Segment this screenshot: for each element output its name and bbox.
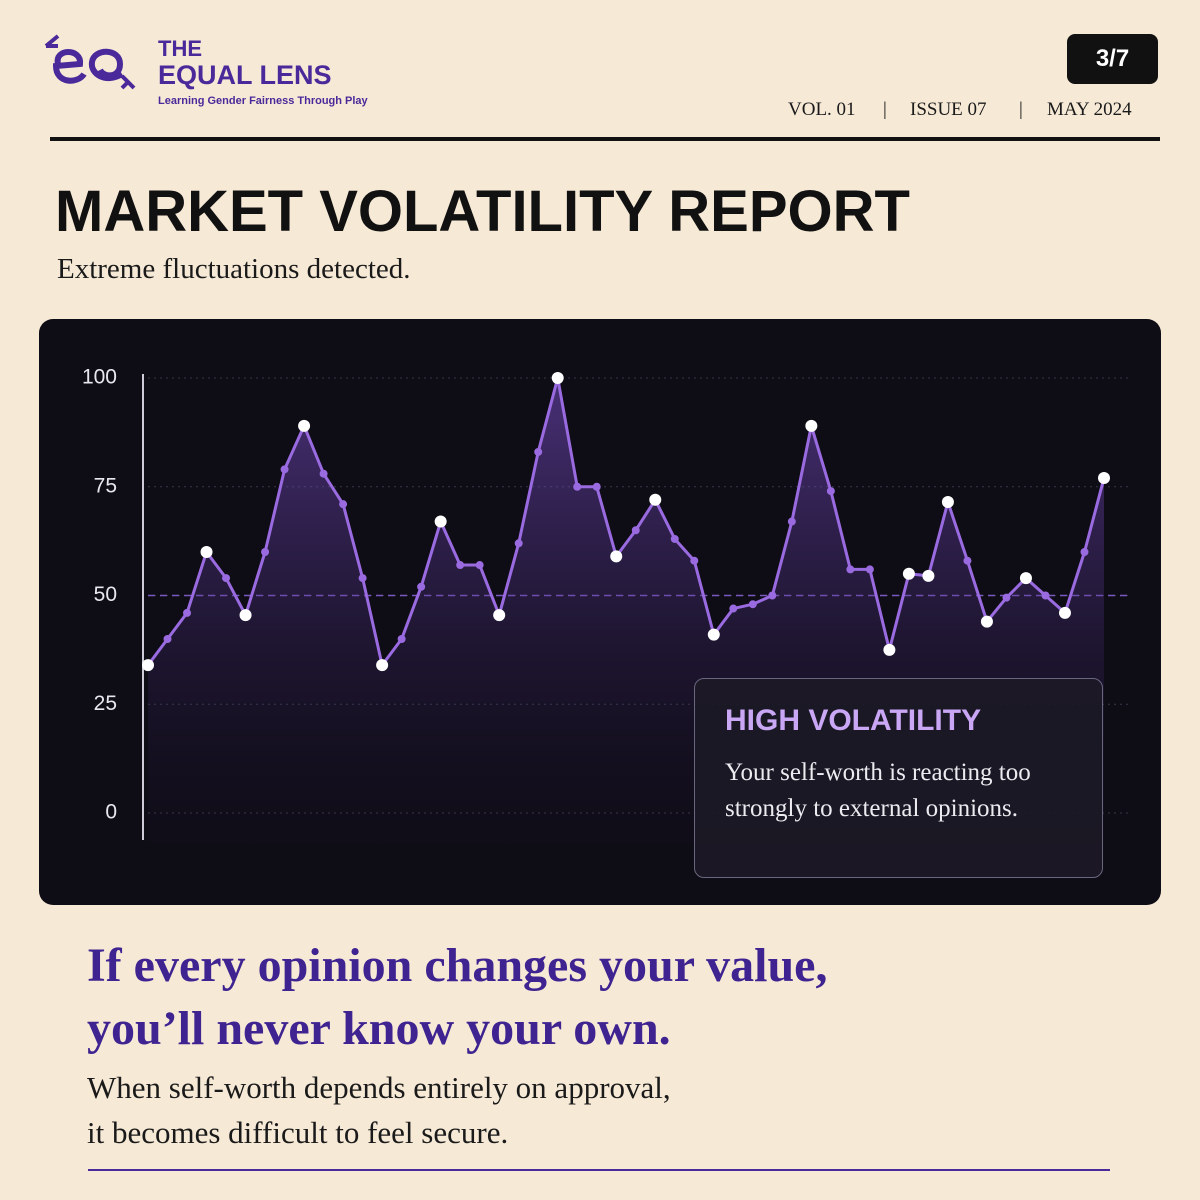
point: [1058, 606, 1071, 619]
point: [417, 582, 426, 591]
point: [456, 561, 465, 570]
point: [551, 372, 564, 384]
point: [941, 495, 954, 508]
date: MAY 2024: [1047, 99, 1132, 120]
point: [434, 515, 447, 528]
rule: [50, 137, 1160, 141]
body-line: it becomes difficult to feel secure.: [87, 1115, 509, 1150]
point: [493, 609, 506, 622]
point: [339, 500, 348, 509]
point: [649, 493, 662, 506]
point: [475, 561, 484, 570]
point: [298, 419, 311, 432]
point: [707, 628, 720, 641]
point: [748, 600, 757, 609]
quote-line: you’ll never know your own.: [87, 1002, 671, 1055]
y-tick-label: 75: [94, 474, 117, 497]
point: [514, 539, 523, 548]
point: [670, 534, 679, 543]
tagline: Learning Gender Fairness Through Play: [158, 95, 368, 107]
point: [729, 604, 738, 613]
point: [1080, 548, 1089, 556]
point: [865, 565, 874, 574]
title: MARKET VOLATILITY REPORT: [55, 179, 910, 244]
y-tick-label: 50: [94, 583, 117, 606]
point: [690, 556, 699, 565]
point: [183, 608, 192, 617]
point: [319, 469, 328, 478]
point: [376, 659, 389, 672]
callout-text: Your self-worth is reacting too strongly…: [725, 759, 1031, 822]
logo: [44, 34, 136, 90]
point: [261, 548, 270, 556]
point: [980, 615, 993, 628]
point: [592, 482, 601, 491]
point: [883, 643, 896, 656]
point: [1041, 591, 1050, 600]
quote-line: If every opinion changes your value,: [87, 939, 828, 992]
point: [573, 482, 582, 491]
point: [142, 659, 154, 672]
y-tick-label: 25: [94, 692, 117, 715]
line: [146, 376, 1106, 667]
point: [534, 447, 543, 456]
point: [902, 567, 915, 580]
point: [805, 419, 818, 432]
point: [200, 546, 213, 558]
point: [1002, 593, 1011, 602]
issue: ISSUE 07: [910, 99, 987, 120]
brand-top: THE: [158, 36, 202, 61]
chart-card: 0 25 50 75 100 HIGH VOLATILITY Your self-wor…: [39, 319, 1161, 905]
point: [1019, 572, 1032, 585]
separator: |: [1019, 99, 1023, 120]
y-tick-label: 100: [82, 366, 117, 389]
point: [922, 569, 935, 582]
rule: [88, 1169, 1110, 1171]
point: [163, 635, 172, 643]
point: [787, 517, 796, 526]
point: [963, 556, 972, 565]
y-tick-label: 0: [105, 801, 117, 824]
point: [397, 635, 406, 643]
page-indicator: 3/7: [1067, 34, 1158, 84]
body-line: When self-worth depends entirely on appr…: [87, 1070, 671, 1105]
callout: HIGH VOLATILITY Your self-worth is react…: [694, 678, 1103, 878]
point: [1098, 472, 1110, 485]
brand-name: EQUAL LENS: [158, 60, 332, 90]
separator: |: [883, 99, 887, 120]
point: [826, 487, 835, 496]
point: [358, 574, 367, 583]
point: [610, 550, 623, 563]
callout-title: HIGH VOLATILITY: [725, 704, 982, 737]
volume: VOL. 01: [788, 99, 856, 120]
point: [631, 526, 640, 535]
point: [222, 574, 231, 583]
point: [846, 565, 855, 574]
point: [239, 609, 252, 622]
point: [768, 591, 777, 600]
subtitle: Extreme fluctuations detected.: [57, 253, 411, 285]
point: [280, 465, 289, 474]
